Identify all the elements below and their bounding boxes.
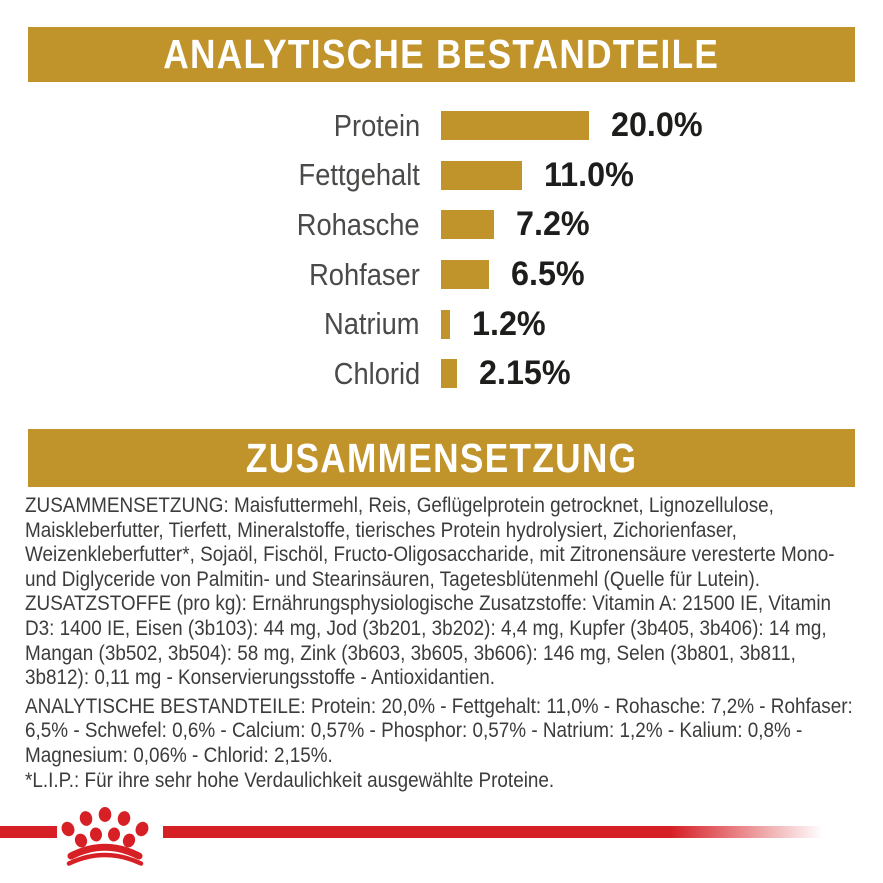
chart-bar [441, 160, 523, 190]
brand-stripe-right [163, 826, 823, 838]
chart-bar [441, 260, 490, 290]
chart-row: Natrium 1.2% [0, 299, 883, 349]
analytical-chart-rows: Protein 20.0% Fettgehalt 11.0% Rohasche 7.2% R… [0, 101, 883, 399]
chart-bar [441, 309, 450, 339]
chart-row: Chlorid 2.15% [0, 349, 883, 399]
chart-value-label: 11.0% [544, 155, 635, 194]
analytical-constituents-paragraph: ANALYTISCHE BESTANDTEILE: Protein: 20,0%… [25, 694, 853, 767]
composition-section-header: ZUSAMMENSETZUNG [28, 429, 855, 487]
analytical-header-title: ANALYTISCHE BESTANDTEILE [163, 31, 720, 77]
royal-canin-paw-logo-icon [61, 807, 149, 866]
chart-row: Fettgehalt 11.0% [0, 151, 883, 201]
chart-bar [441, 111, 589, 141]
lip-footnote: *L.I.P.: Für ihre sehr hohe Verdaulichke… [25, 768, 555, 792]
chart-row: Protein 20.0% [0, 101, 883, 151]
chart-category-label: Chlorid [333, 355, 420, 391]
chart-row: Rohfaser 6.5% [0, 250, 883, 300]
chart-category-label: Rohfaser [309, 256, 420, 292]
chart-value-label: 1.2% [471, 304, 546, 343]
composition-header-title: ZUSAMMENSETZUNG [245, 434, 638, 481]
chart-bar [441, 210, 495, 240]
analytical-bar-chart: Protein 20.0% Fettgehalt 11.0% Rohasche 7.2% R… [0, 101, 883, 399]
composition-text-section: ZUSAMMENSETZUNG: Maisfuttermehl, Reis, G… [25, 494, 858, 793]
additives-paragraph: ZUSATZSTOFFE (pro kg): Ernährungsphysiol… [25, 592, 832, 690]
chart-value-label: 6.5% [511, 255, 585, 294]
chart-category-label: Rohasche [297, 206, 420, 242]
brand-stripe-left [0, 826, 57, 838]
composition-paragraph: ZUSAMMENSETZUNG: Maisfuttermehl, Reis, G… [25, 494, 835, 591]
chart-row: Rohasche 7.2% [0, 200, 883, 250]
chart-value-label: 20.0% [611, 106, 703, 145]
chart-category-label: Natrium [324, 306, 420, 342]
chart-bar [441, 359, 457, 389]
chart-value-label: 7.2% [516, 205, 590, 244]
chart-value-label: 2.15% [478, 354, 571, 393]
chart-category-label: Fettgehalt [298, 157, 420, 193]
chart-category-label: Protein [333, 107, 420, 143]
analytical-section-header: ANALYTISCHE BESTANDTEILE [28, 27, 855, 82]
